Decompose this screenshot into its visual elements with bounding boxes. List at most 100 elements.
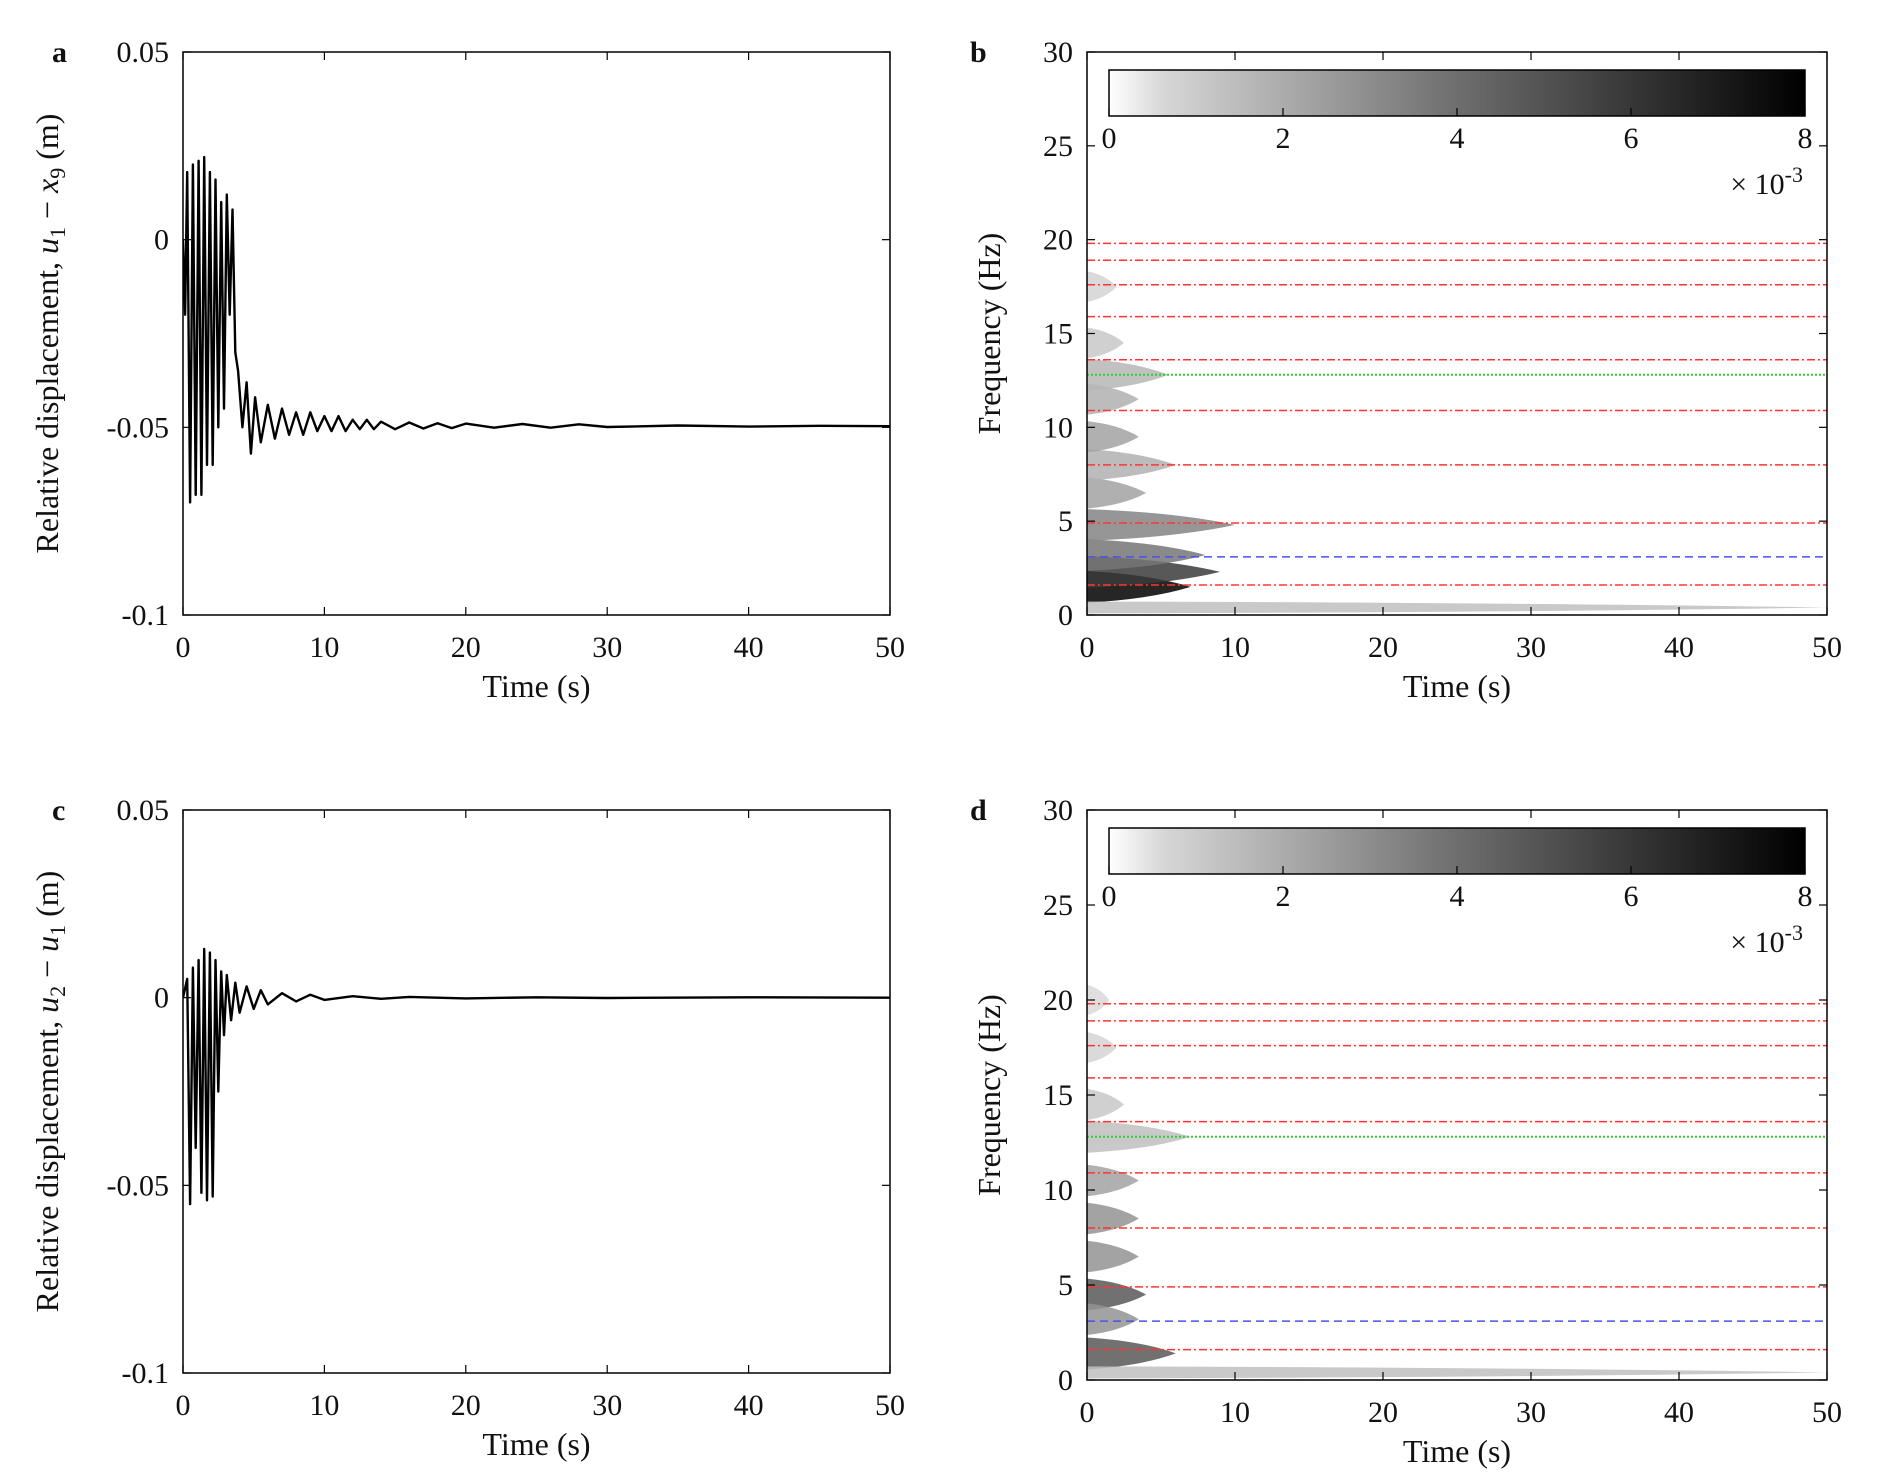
energy-blob-2 <box>1087 539 1206 571</box>
axes-box <box>182 809 891 1374</box>
energy-blob-5 <box>1087 449 1176 481</box>
x-tick-label: 10 <box>1220 631 1250 664</box>
y-tick-label: 0 <box>154 982 169 1015</box>
x-tick-label: 40 <box>734 631 764 664</box>
panel-label: a <box>52 36 67 69</box>
colorbar-tick-label: 8 <box>1798 880 1813 913</box>
x-tick-label: 0 <box>176 631 191 664</box>
panel-label: d <box>970 794 987 827</box>
panel-label: b <box>970 36 987 69</box>
y-tick-label: 0.05 <box>117 794 170 827</box>
y-axis-title: Frequency (Hz) <box>971 994 1007 1196</box>
y-tick-label: 0.05 <box>117 36 170 69</box>
x-tick-label: 0 <box>176 1389 191 1422</box>
energy-blob-10 <box>1087 271 1117 302</box>
x-tick-label: 30 <box>592 631 622 664</box>
y-tick-label: 25 <box>1043 889 1073 922</box>
energy-blob-6 <box>1087 1120 1191 1153</box>
axes-box <box>182 51 891 616</box>
x-axis-title: Time (s) <box>1403 668 1511 704</box>
y-axis-title: Relative displacement, u1 − x9 (m) <box>29 114 70 554</box>
energy-blob-7 <box>1087 1088 1124 1121</box>
y-axis-title: Relative displacement, u2 − u1 (m) <box>29 871 70 1313</box>
panel-b: b0 2 4 6 8× 10-30 10 20 30 40 50051015202530Time … <box>970 36 1842 704</box>
x-tick-label: 10 <box>309 1389 339 1422</box>
x-axis-title: Time (s) <box>1403 1433 1511 1469</box>
panel-a: a 0 10 20 30 40 50 -0.1 -0.05 0 0.05 Time (s) Relati… <box>29 36 905 704</box>
colorbar-tick-label: 4 <box>1450 880 1465 913</box>
y-tick-label: 25 <box>1043 130 1073 163</box>
energy-blob-9 <box>1087 327 1124 359</box>
energy-blob-9 <box>1087 984 1110 1016</box>
panel-label: c <box>52 794 65 827</box>
x-tick-label: 10 <box>1220 1396 1250 1429</box>
energy-blob-0 <box>1087 1337 1176 1370</box>
energy-blob-7 <box>1087 383 1139 415</box>
energy-blob-6 <box>1087 421 1139 453</box>
y-tick-label: 30 <box>1043 36 1073 69</box>
y-tick-label: 15 <box>1043 1079 1073 1112</box>
series-line-0 <box>183 947 890 1206</box>
x-axis-title: Time (s) <box>482 1426 590 1462</box>
y-tick-label: -0.1 <box>122 599 170 632</box>
energy-blob-5 <box>1087 1164 1139 1197</box>
y-tick-label: 20 <box>1043 984 1073 1017</box>
energy-blob-4 <box>1087 1202 1139 1235</box>
x-tick-label: 50 <box>1812 631 1842 664</box>
y-tick-label: 20 <box>1043 224 1073 257</box>
x-tick-label: 50 <box>875 1389 905 1422</box>
x-tick-label: 30 <box>592 1389 622 1422</box>
y-tick-label: 10 <box>1043 1174 1073 1207</box>
energy-blob-11 <box>1087 601 1827 614</box>
x-tick-label: 0 <box>1080 631 1095 664</box>
energy-blob-2 <box>1087 1303 1139 1335</box>
panel-c: c 0 10 20 30 40 50 -0.1 -0.05 0 0.05 Time (s) Relati… <box>29 794 905 1462</box>
x-tick-label: 30 <box>1516 1396 1546 1429</box>
energy-blob-8 <box>1087 1032 1117 1063</box>
colorbar-tick-label: 2 <box>1276 122 1291 155</box>
colorbar <box>1108 827 1806 875</box>
plot-area <box>1087 984 1827 1379</box>
plot-area <box>1087 242 1827 614</box>
y-tick-label: 0 <box>1058 1364 1073 1397</box>
x-axis-title: Time (s) <box>482 668 590 704</box>
y-tick-label: -0.05 <box>107 1169 170 1202</box>
energy-blob-1 <box>1087 1278 1147 1311</box>
colorbar-tick-label: 8 <box>1798 122 1813 155</box>
plot-area <box>183 155 890 504</box>
y-tick-label: 5 <box>1058 505 1073 538</box>
y-tick-label: 0 <box>154 224 169 257</box>
y-tick-label: -0.05 <box>107 411 170 444</box>
colorbar-multiplier: × 10-3 <box>1730 162 1803 201</box>
series-line-0 <box>183 155 890 504</box>
x-tick-label: 20 <box>1368 631 1398 664</box>
x-tick-label: 10 <box>309 631 339 664</box>
energy-blob-3 <box>1087 509 1235 541</box>
x-tick-label: 50 <box>875 631 905 664</box>
colorbar-tick-label: 6 <box>1624 122 1639 155</box>
y-tick-label: 5 <box>1058 1269 1073 1302</box>
y-tick-label: 30 <box>1043 794 1073 827</box>
energy-blob-4 <box>1087 477 1147 509</box>
y-tick-label: 10 <box>1043 411 1073 444</box>
colorbar-tick-label: 6 <box>1624 880 1639 913</box>
colorbar-tick-label: 4 <box>1450 122 1465 155</box>
x-tick-label: 30 <box>1516 631 1546 664</box>
plot-area <box>183 947 890 1206</box>
colorbar-tick-label: 0 <box>1102 122 1117 155</box>
x-tick-label: 50 <box>1812 1396 1842 1429</box>
colorbar-tick-label: 0 <box>1102 880 1117 913</box>
y-axis-title: Frequency (Hz) <box>971 233 1007 435</box>
x-tick-label: 40 <box>1664 1396 1694 1429</box>
x-tick-label: 40 <box>734 1389 764 1422</box>
x-tick-label: 40 <box>1664 631 1694 664</box>
y-tick-label: 0 <box>1058 599 1073 632</box>
y-tick-label: -0.1 <box>122 1357 170 1390</box>
x-tick-label: 20 <box>451 631 481 664</box>
colorbar-multiplier: × 10-3 <box>1730 920 1803 959</box>
x-tick-label: 0 <box>1080 1396 1095 1429</box>
energy-blob-10 <box>1087 1366 1827 1379</box>
x-tick-label: 20 <box>1368 1396 1398 1429</box>
panel-d: d0 2 4 6 8× 10-30 10 20 30 40 50051015202530Time … <box>970 794 1842 1469</box>
